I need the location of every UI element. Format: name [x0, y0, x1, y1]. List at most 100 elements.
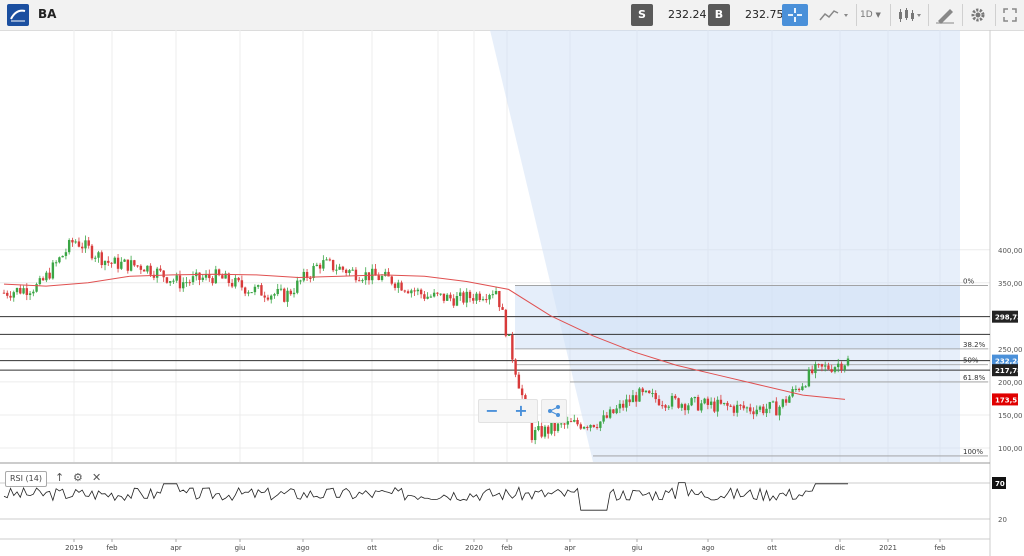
- buy-button[interactable]: B: [708, 4, 730, 26]
- candle-body: [25, 288, 29, 295]
- candle-body: [677, 398, 680, 408]
- candle-body: [416, 289, 420, 292]
- crosshair-button[interactable]: [782, 4, 808, 26]
- gear-icon[interactable]: ⚙: [73, 471, 83, 484]
- candle-body: [648, 390, 651, 394]
- share-button[interactable]: [541, 399, 567, 423]
- candle-body: [283, 288, 286, 302]
- price-tag: [992, 354, 1018, 367]
- candle-body: [77, 241, 81, 247]
- candle-body: [716, 399, 719, 412]
- move-up-icon[interactable]: ↑: [55, 471, 65, 484]
- sell-price[interactable]: 232.24: [668, 8, 707, 21]
- candle-body: [664, 405, 667, 408]
- candle-body: [436, 292, 439, 294]
- zoom-out-button[interactable]: −: [485, 401, 499, 420]
- price-tag: [992, 393, 1018, 406]
- candle-body: [45, 272, 48, 281]
- candle-body: [442, 293, 446, 301]
- candle-body: [142, 269, 146, 272]
- candle-body: [286, 290, 289, 302]
- candle-body: [778, 406, 781, 416]
- candle-body: [61, 255, 64, 258]
- candle-body: [749, 407, 752, 412]
- candle-body: [602, 415, 605, 422]
- fibonacci-level-label: 100%: [963, 448, 983, 456]
- draw-button[interactable]: [934, 6, 956, 24]
- candle-body: [211, 278, 214, 284]
- candle-body: [221, 275, 224, 279]
- candle-body: [146, 265, 149, 272]
- time-tick-label: dic: [433, 544, 443, 552]
- candle-body: [292, 292, 296, 295]
- toolbar-divider: [856, 4, 857, 26]
- candle-body: [478, 293, 481, 301]
- timeframe-label: 1D: [860, 10, 873, 20]
- candle-body: [123, 259, 126, 262]
- candle-body: [592, 424, 596, 428]
- candle-body: [765, 408, 768, 414]
- candle-body: [687, 405, 690, 411]
- candle-body: [690, 398, 693, 406]
- candle-body: [81, 246, 84, 249]
- price-tag-label: 173,51: [995, 396, 1022, 404]
- candle-body: [459, 292, 462, 297]
- candle-body: [217, 269, 221, 276]
- candle-body: [726, 402, 729, 406]
- candle-body: [670, 395, 674, 407]
- candle-body: [367, 272, 371, 281]
- candle-body: [32, 291, 35, 294]
- zoom-in-button[interactable]: +: [514, 401, 528, 420]
- candle-body: [419, 289, 423, 295]
- time-tick-label: 2021: [879, 544, 897, 552]
- candle-body: [322, 260, 325, 269]
- candle-body: [739, 404, 742, 406]
- candle-body: [547, 426, 550, 434]
- candle-body: [641, 388, 644, 393]
- candle-body: [631, 395, 635, 403]
- candle-body: [752, 411, 755, 415]
- candle-body: [465, 291, 468, 303]
- candle-body: [335, 269, 338, 271]
- candle-body: [429, 296, 433, 298]
- candle-body: [674, 395, 677, 399]
- settings-button[interactable]: [968, 6, 988, 24]
- rsi-line: [3, 482, 848, 511]
- buy-price[interactable]: 232.75: [745, 8, 784, 21]
- candle-body: [240, 280, 244, 288]
- candle-body: [120, 261, 123, 269]
- candles-button[interactable]: [896, 6, 924, 24]
- timeframe-select[interactable]: 1D ▼: [860, 6, 886, 24]
- candle-body: [351, 269, 354, 271]
- candle-body: [188, 282, 191, 284]
- candle-body: [204, 274, 208, 278]
- price-chart[interactable]: 0%38.2%50%61.8%100% 400,00350,00250,0020…: [0, 30, 1024, 556]
- candle-body: [318, 264, 322, 269]
- candle-body: [579, 424, 582, 429]
- candle-body: [563, 423, 566, 425]
- candle-body: [214, 269, 218, 284]
- candle-body: [256, 285, 260, 287]
- candle-body: [736, 404, 739, 413]
- candle-body: [393, 283, 397, 288]
- candle-body: [178, 275, 182, 289]
- candle-body: [279, 288, 283, 290]
- candle-body: [788, 396, 791, 403]
- candle-body: [341, 266, 345, 270]
- chart-type-button[interactable]: [818, 6, 852, 24]
- candle-body: [100, 252, 103, 266]
- fullscreen-button[interactable]: [1001, 6, 1019, 24]
- candle-body: [410, 290, 413, 294]
- line-chart-icon: [819, 10, 848, 21]
- price-tick-label: 200,00: [998, 379, 1023, 387]
- candle-body: [71, 240, 74, 243]
- rsi-label[interactable]: RSI (14): [5, 471, 47, 487]
- candle-body: [361, 280, 364, 282]
- candle-body: [406, 291, 410, 294]
- sell-button[interactable]: S: [631, 4, 653, 26]
- close-icon[interactable]: ✕: [92, 471, 102, 484]
- candle-body: [445, 294, 449, 301]
- candle-body: [201, 277, 204, 280]
- toolbar-divider: [962, 4, 963, 26]
- toolbar-divider: [890, 4, 891, 26]
